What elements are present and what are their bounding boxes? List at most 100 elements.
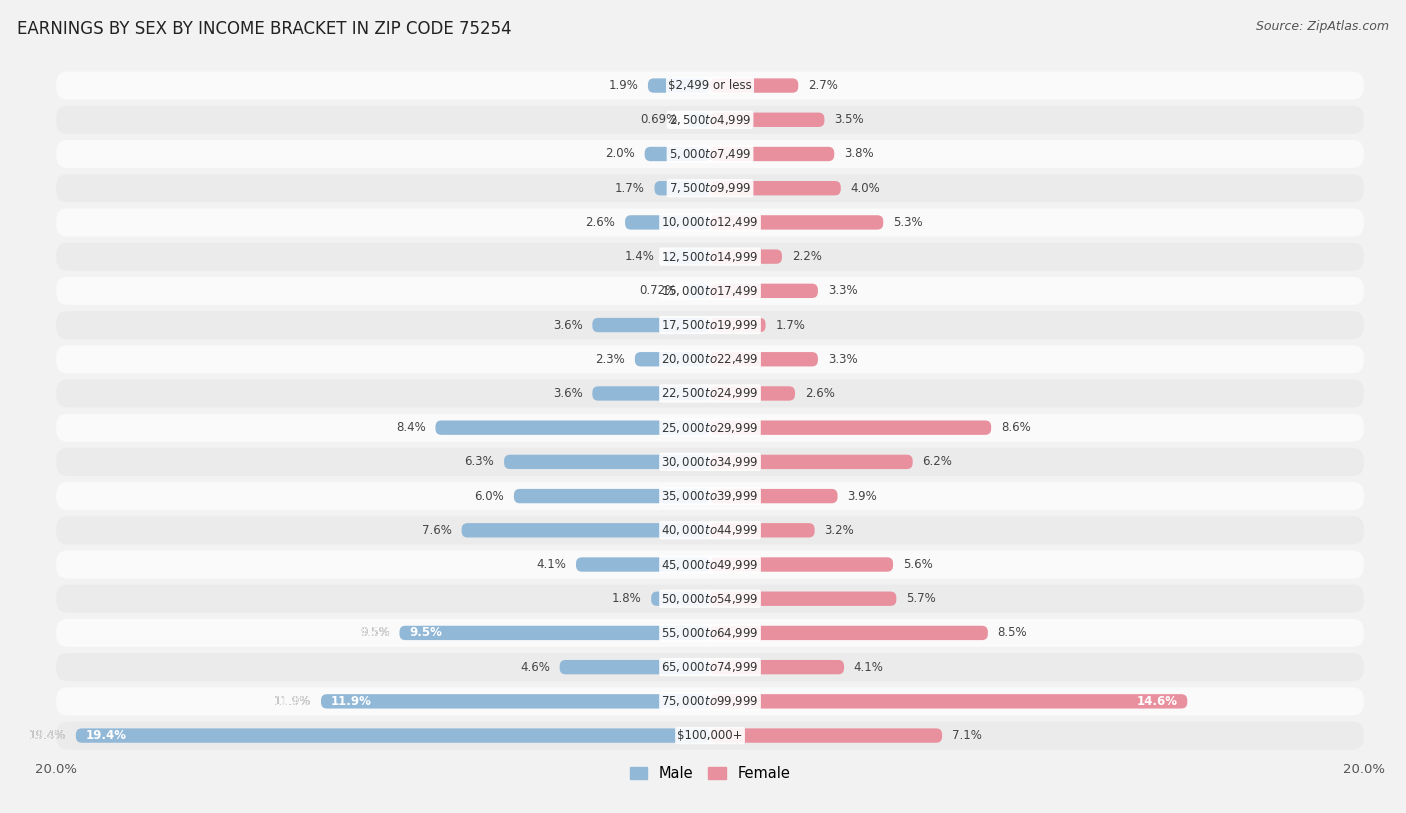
FancyBboxPatch shape bbox=[710, 454, 912, 469]
FancyBboxPatch shape bbox=[688, 112, 710, 127]
FancyBboxPatch shape bbox=[56, 585, 1364, 613]
FancyBboxPatch shape bbox=[56, 414, 1364, 441]
Text: $22,500 to $24,999: $22,500 to $24,999 bbox=[661, 386, 759, 401]
Text: $15,000 to $17,499: $15,000 to $17,499 bbox=[661, 284, 759, 298]
FancyBboxPatch shape bbox=[461, 523, 710, 537]
FancyBboxPatch shape bbox=[436, 420, 710, 435]
Text: 19.4%: 19.4% bbox=[28, 729, 66, 742]
Text: $100,000+: $100,000+ bbox=[678, 729, 742, 742]
FancyBboxPatch shape bbox=[56, 106, 1364, 134]
Text: $20,000 to $22,499: $20,000 to $22,499 bbox=[661, 352, 759, 366]
Text: 4.6%: 4.6% bbox=[520, 661, 550, 674]
FancyBboxPatch shape bbox=[321, 694, 710, 709]
FancyBboxPatch shape bbox=[636, 352, 710, 367]
Text: 3.3%: 3.3% bbox=[828, 353, 858, 366]
Text: $45,000 to $49,999: $45,000 to $49,999 bbox=[661, 558, 759, 572]
FancyBboxPatch shape bbox=[56, 482, 1364, 510]
Text: 3.3%: 3.3% bbox=[828, 285, 858, 298]
Text: 19.4%: 19.4% bbox=[28, 729, 66, 742]
Text: 1.4%: 1.4% bbox=[624, 250, 654, 263]
Text: 14.6%: 14.6% bbox=[1136, 695, 1177, 708]
Text: $55,000 to $64,999: $55,000 to $64,999 bbox=[661, 626, 759, 640]
FancyBboxPatch shape bbox=[56, 346, 1364, 373]
Text: 1.9%: 1.9% bbox=[609, 79, 638, 92]
Text: $17,500 to $19,999: $17,500 to $19,999 bbox=[661, 318, 759, 332]
Text: 6.0%: 6.0% bbox=[474, 489, 505, 502]
FancyBboxPatch shape bbox=[710, 78, 799, 93]
Text: 8.4%: 8.4% bbox=[396, 421, 426, 434]
Text: 6.2%: 6.2% bbox=[922, 455, 952, 468]
Text: 0.69%: 0.69% bbox=[640, 113, 678, 126]
FancyBboxPatch shape bbox=[644, 147, 710, 161]
Text: $2,500 to $4,999: $2,500 to $4,999 bbox=[669, 113, 751, 127]
FancyBboxPatch shape bbox=[710, 523, 814, 537]
FancyBboxPatch shape bbox=[710, 112, 824, 127]
Text: 11.9%: 11.9% bbox=[274, 695, 311, 708]
FancyBboxPatch shape bbox=[515, 489, 710, 503]
FancyBboxPatch shape bbox=[710, 592, 897, 606]
FancyBboxPatch shape bbox=[76, 728, 710, 743]
Text: 11.9%: 11.9% bbox=[274, 695, 311, 708]
Text: 6.3%: 6.3% bbox=[464, 455, 495, 468]
FancyBboxPatch shape bbox=[710, 694, 1187, 709]
FancyBboxPatch shape bbox=[710, 284, 818, 298]
Text: 3.6%: 3.6% bbox=[553, 319, 582, 332]
Text: 5.6%: 5.6% bbox=[903, 558, 932, 571]
Text: 3.6%: 3.6% bbox=[553, 387, 582, 400]
Text: 1.7%: 1.7% bbox=[614, 181, 644, 194]
Text: $25,000 to $29,999: $25,000 to $29,999 bbox=[661, 420, 759, 435]
FancyBboxPatch shape bbox=[56, 687, 1364, 715]
Text: 3.8%: 3.8% bbox=[844, 147, 873, 160]
Text: $5,000 to $7,499: $5,000 to $7,499 bbox=[669, 147, 751, 161]
Text: $10,000 to $12,499: $10,000 to $12,499 bbox=[661, 215, 759, 229]
FancyBboxPatch shape bbox=[505, 454, 710, 469]
Text: 3.9%: 3.9% bbox=[848, 489, 877, 502]
Text: 2.7%: 2.7% bbox=[808, 79, 838, 92]
FancyBboxPatch shape bbox=[56, 653, 1364, 681]
Legend: Male, Female: Male, Female bbox=[624, 760, 796, 787]
Text: $75,000 to $99,999: $75,000 to $99,999 bbox=[661, 694, 759, 708]
Text: 2.0%: 2.0% bbox=[605, 147, 636, 160]
Text: $35,000 to $39,999: $35,000 to $39,999 bbox=[661, 489, 759, 503]
FancyBboxPatch shape bbox=[56, 140, 1364, 168]
Text: 9.5%: 9.5% bbox=[409, 627, 441, 640]
Text: 19.4%: 19.4% bbox=[86, 729, 127, 742]
Text: 5.7%: 5.7% bbox=[905, 592, 936, 605]
FancyBboxPatch shape bbox=[56, 380, 1364, 407]
Text: $30,000 to $34,999: $30,000 to $34,999 bbox=[661, 455, 759, 469]
FancyBboxPatch shape bbox=[626, 215, 710, 229]
Text: $65,000 to $74,999: $65,000 to $74,999 bbox=[661, 660, 759, 674]
FancyBboxPatch shape bbox=[56, 276, 1364, 305]
FancyBboxPatch shape bbox=[648, 78, 710, 93]
FancyBboxPatch shape bbox=[592, 386, 710, 401]
Text: 0.72%: 0.72% bbox=[640, 285, 676, 298]
FancyBboxPatch shape bbox=[654, 181, 710, 195]
Text: 3.5%: 3.5% bbox=[834, 113, 863, 126]
FancyBboxPatch shape bbox=[710, 420, 991, 435]
FancyBboxPatch shape bbox=[56, 242, 1364, 271]
Text: $12,500 to $14,999: $12,500 to $14,999 bbox=[661, 250, 759, 263]
FancyBboxPatch shape bbox=[710, 318, 766, 333]
FancyBboxPatch shape bbox=[710, 147, 834, 161]
FancyBboxPatch shape bbox=[710, 215, 883, 229]
Text: 8.6%: 8.6% bbox=[1001, 421, 1031, 434]
FancyBboxPatch shape bbox=[710, 181, 841, 195]
FancyBboxPatch shape bbox=[56, 174, 1364, 202]
FancyBboxPatch shape bbox=[56, 311, 1364, 339]
FancyBboxPatch shape bbox=[710, 728, 942, 743]
Text: Source: ZipAtlas.com: Source: ZipAtlas.com bbox=[1256, 20, 1389, 33]
FancyBboxPatch shape bbox=[710, 352, 818, 367]
Text: 8.5%: 8.5% bbox=[998, 627, 1028, 640]
FancyBboxPatch shape bbox=[576, 558, 710, 572]
Text: $40,000 to $44,999: $40,000 to $44,999 bbox=[661, 524, 759, 537]
FancyBboxPatch shape bbox=[664, 250, 710, 263]
Text: 11.9%: 11.9% bbox=[330, 695, 371, 708]
Text: 9.5%: 9.5% bbox=[360, 627, 389, 640]
FancyBboxPatch shape bbox=[592, 318, 710, 333]
FancyBboxPatch shape bbox=[710, 660, 844, 674]
FancyBboxPatch shape bbox=[710, 386, 794, 401]
FancyBboxPatch shape bbox=[560, 660, 710, 674]
Text: 2.6%: 2.6% bbox=[804, 387, 835, 400]
FancyBboxPatch shape bbox=[399, 626, 710, 640]
FancyBboxPatch shape bbox=[651, 592, 710, 606]
